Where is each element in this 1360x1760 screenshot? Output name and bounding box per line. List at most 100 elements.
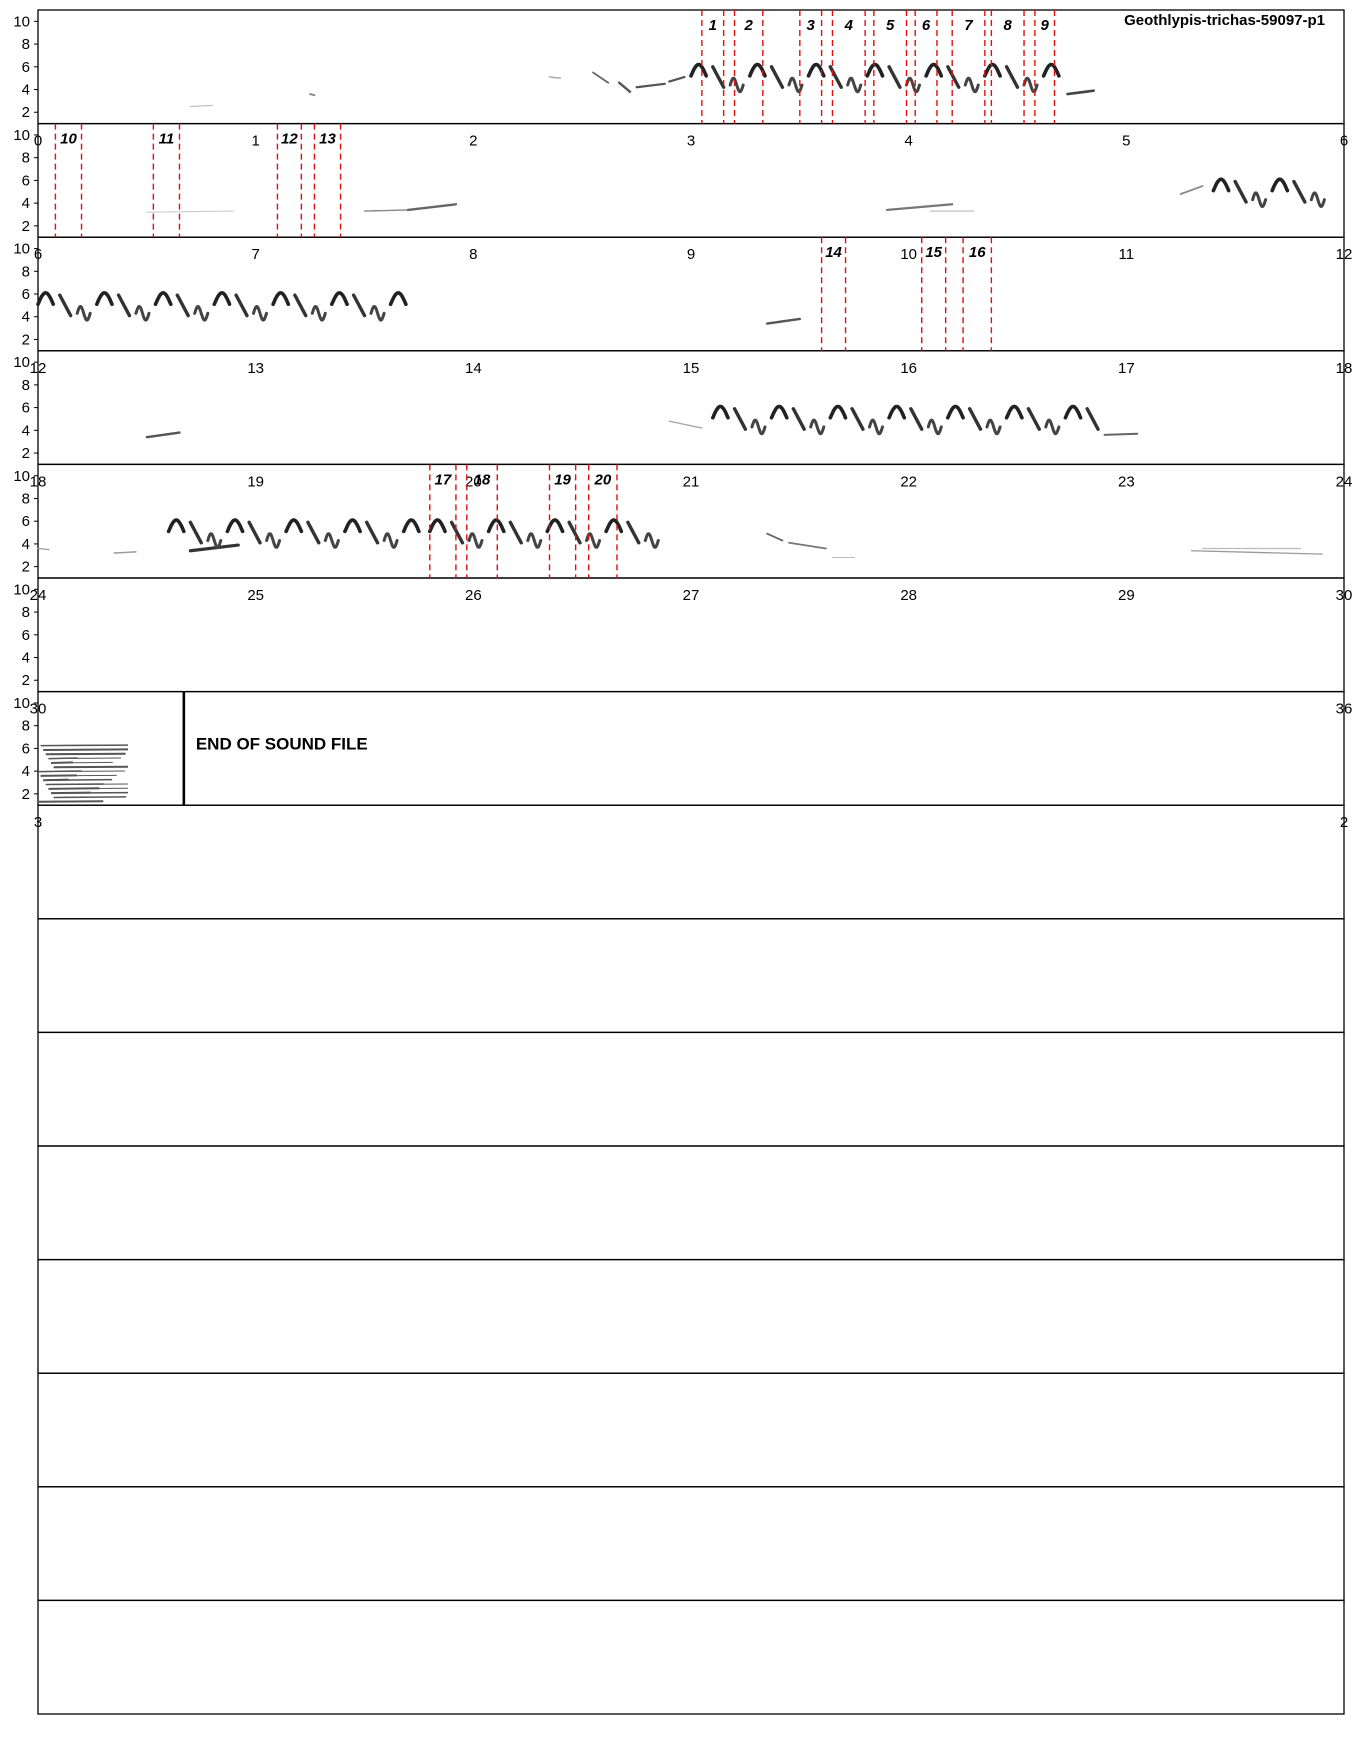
spectrogram-trace [37, 547, 50, 551]
spectrogram-trace [247, 520, 262, 545]
spectrogram-trace [635, 82, 666, 89]
x-tick-label: 29 [1118, 587, 1135, 604]
x-tick-label: 12 [1336, 246, 1353, 263]
spectrogram-trace [905, 76, 921, 94]
segment-label: 20 [594, 471, 612, 488]
spectrogram-trace [924, 62, 944, 78]
segment-label: 9 [1041, 17, 1050, 34]
x-tick-label: 6 [1340, 133, 1348, 150]
spectrogram-trace [1085, 407, 1100, 431]
x-tick-label: 8 [469, 246, 477, 263]
end-of-file-label: END OF SOUND FILE [196, 735, 368, 754]
spectrogram-trace [846, 76, 863, 94]
y-tick-label: 8 [22, 490, 30, 507]
spectrogram-trace [284, 518, 304, 534]
spectrogram-trace [728, 76, 745, 94]
spectrogram-trace [212, 291, 232, 307]
spectrogram-trace [449, 520, 465, 545]
spectrogram-trace [306, 520, 321, 545]
spectrogram-trace [351, 293, 367, 318]
x-tick-label: 18 [30, 473, 47, 490]
spectrogram-trace [604, 518, 624, 534]
row-frame [37, 1258, 1345, 1374]
segment-label: 18 [474, 471, 491, 488]
x-tick-label: 10 [900, 246, 917, 263]
spectrogram-trace [887, 404, 907, 420]
spectrogram-trace [766, 532, 784, 542]
spectrogram-trace [626, 520, 641, 545]
y-tick-label: 2 [22, 445, 30, 462]
chart-title: Geothlypis-trichas-59097-p1 [1124, 12, 1325, 29]
row-frame [37, 804, 1345, 920]
spectrogram-trace [1041, 62, 1061, 78]
spectrogram-trace [617, 81, 632, 93]
x-tick-label: 15 [683, 360, 700, 377]
x-tick-label: 1 [251, 133, 259, 150]
y-tick-label: 8 [22, 377, 30, 394]
spectrogram-trace [146, 210, 235, 213]
spectrogram-trace [1190, 550, 1323, 555]
spectrogram-trace [1066, 89, 1095, 96]
y-tick-label: 4 [22, 763, 30, 780]
x-tick-label: 17 [1118, 360, 1135, 377]
spectrogram-trace [95, 291, 114, 307]
noise-trace [37, 800, 104, 803]
y-tick-label: 2 [22, 104, 30, 121]
y-tick-label: 10 [13, 581, 30, 598]
y-tick-label: 4 [22, 82, 30, 99]
spectrogram-trace [388, 291, 408, 307]
spectrogram-trace [310, 305, 327, 322]
y-tick-label: 2 [22, 559, 30, 576]
x-tick-label: 21 [683, 473, 700, 490]
spectrogram-trace [791, 407, 806, 431]
noise-trace [43, 778, 113, 781]
segment-label: 1 [709, 17, 717, 34]
x-tick-label: 30 [30, 701, 47, 718]
spectrogram-trace [364, 520, 380, 545]
spectrogram-trace [711, 65, 726, 89]
spectrogram-trace [1179, 185, 1204, 195]
y-tick-label: 4 [22, 650, 30, 667]
x-tick-label: 23 [1118, 473, 1135, 490]
row-frame [37, 1599, 1345, 1715]
x-tick-label: 36 [1336, 701, 1353, 718]
x-tick-label: 9 [687, 246, 695, 263]
x-tick-label: 19 [247, 473, 264, 490]
x-tick-label: 18 [1336, 360, 1353, 377]
x-tick-label: 28 [900, 587, 917, 604]
segment-label: 10 [60, 131, 77, 148]
spectrogram-trace [369, 305, 386, 322]
spectrogram-trace [548, 76, 562, 79]
x-tick-label: 22 [900, 473, 917, 490]
segment-label: 15 [925, 244, 942, 261]
spectrogram-trace [323, 532, 340, 549]
y-tick-label: 2 [22, 672, 30, 689]
noise-trace [51, 791, 129, 794]
spectrogram-trace [567, 520, 582, 545]
spectrogram-trace [116, 293, 132, 318]
spectrogram-trace [769, 65, 785, 89]
spectrogram-trace [1292, 179, 1307, 204]
y-tick-label: 4 [22, 309, 30, 326]
spectrogram-trace [1233, 179, 1248, 204]
spectrogram-trace [343, 518, 362, 534]
y-tick-label: 10 [13, 468, 30, 485]
spectrogram-trace [710, 404, 730, 420]
segment-label: 16 [969, 244, 986, 261]
spectrogram-trace [225, 518, 245, 534]
spectrogram-trace [946, 65, 961, 89]
segment-label: 7 [964, 17, 973, 34]
y-tick-label: 6 [22, 400, 30, 417]
y-tick-label: 10 [13, 241, 30, 258]
spectrogram-trace [1309, 191, 1326, 208]
spectrogram-trace [732, 407, 748, 431]
spectrogram-trace [401, 518, 421, 534]
segment-label: 14 [825, 244, 842, 261]
spectrogram-trace [850, 407, 865, 431]
x-tick-label: 2 [1340, 814, 1348, 831]
x-tick-label: 24 [1336, 473, 1353, 490]
x-tick-label: 2 [469, 133, 477, 150]
spectrogram-trace [188, 543, 240, 553]
spectrogram-trace [1270, 177, 1290, 193]
spectrogram-trace [985, 418, 1002, 436]
